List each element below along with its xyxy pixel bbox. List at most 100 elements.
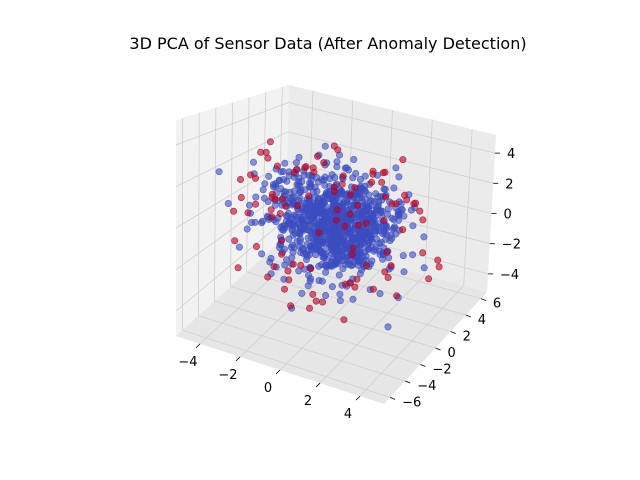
point-anomaly xyxy=(319,298,327,306)
point-anomaly xyxy=(273,162,281,170)
point-anomaly xyxy=(276,210,284,218)
point-normal xyxy=(336,297,344,305)
tick-mark xyxy=(420,364,426,367)
point-anomaly xyxy=(353,275,361,283)
point-normal xyxy=(297,215,305,223)
point-normal xyxy=(321,233,329,241)
point-normal xyxy=(368,197,376,205)
point-normal xyxy=(344,166,352,174)
point-anomaly xyxy=(434,256,442,264)
point-normal xyxy=(282,212,290,220)
point-anomaly xyxy=(309,290,317,298)
point-anomaly xyxy=(280,285,288,293)
point-anomaly xyxy=(346,210,354,218)
chart-title: 3D PCA of Sensor Data (After Anomaly Det… xyxy=(129,34,526,53)
point-anomaly xyxy=(285,276,293,284)
point-normal xyxy=(339,237,347,245)
point-normal xyxy=(224,200,232,208)
point-normal xyxy=(333,163,341,171)
point-normal xyxy=(243,225,251,233)
point-anomaly xyxy=(289,260,297,268)
point-normal xyxy=(409,251,417,259)
point-normal xyxy=(386,237,394,245)
point-normal xyxy=(259,186,267,194)
point-normal xyxy=(288,226,296,234)
tick-mark xyxy=(195,343,201,349)
point-normal xyxy=(322,291,330,299)
point-normal xyxy=(349,261,357,269)
point-normal xyxy=(368,257,376,265)
y-tick-label: 6 xyxy=(493,297,501,312)
point-normal xyxy=(398,206,406,214)
tick-mark xyxy=(480,298,487,301)
point-normal xyxy=(392,164,400,172)
point-anomaly xyxy=(252,174,260,182)
point-anomaly xyxy=(419,249,427,257)
point-normal xyxy=(390,184,398,192)
point-normal xyxy=(395,173,403,181)
grid-line xyxy=(246,271,451,332)
point-normal xyxy=(290,187,298,195)
point-normal xyxy=(313,187,321,195)
point-anomaly xyxy=(369,167,377,175)
point-normal xyxy=(328,247,336,255)
point-normal xyxy=(336,255,344,263)
point-normal xyxy=(376,290,384,298)
z-tick-label: −4 xyxy=(500,268,519,283)
point-normal xyxy=(379,230,387,238)
point-anomaly xyxy=(320,159,328,167)
point-anomaly xyxy=(381,268,389,276)
point-anomaly xyxy=(268,190,276,198)
point-anomaly xyxy=(346,191,354,199)
point-anomaly xyxy=(301,164,309,172)
point-normal xyxy=(307,211,315,219)
point-anomaly xyxy=(284,267,292,275)
point-anomaly xyxy=(237,176,245,184)
point-normal xyxy=(399,252,407,260)
point-anomaly xyxy=(384,273,392,281)
point-anomaly xyxy=(380,217,388,225)
tick-mark xyxy=(405,380,411,384)
point-anomaly xyxy=(309,164,317,172)
tick-mark xyxy=(355,395,361,401)
tick-mark xyxy=(450,331,456,334)
point-anomaly xyxy=(257,148,265,156)
point-anomaly xyxy=(264,273,272,281)
tick-mark xyxy=(389,397,396,400)
point-normal xyxy=(260,194,268,202)
point-anomaly xyxy=(278,237,286,245)
point-anomaly xyxy=(287,302,295,310)
point-anomaly xyxy=(399,226,407,234)
point-normal xyxy=(394,210,402,218)
point-normal xyxy=(363,211,371,219)
tick-mark xyxy=(435,347,441,351)
grid-line xyxy=(175,102,289,146)
tick-mark xyxy=(465,314,471,318)
point-normal xyxy=(350,156,358,164)
point-normal xyxy=(420,264,428,272)
point-anomaly xyxy=(362,219,370,227)
point-anomaly xyxy=(351,184,359,192)
point-anomaly xyxy=(388,200,396,208)
point-normal xyxy=(288,241,296,249)
point-normal xyxy=(349,295,357,303)
point-normal xyxy=(297,186,305,194)
point-normal xyxy=(371,213,379,221)
point-normal xyxy=(372,205,380,213)
point-normal xyxy=(355,251,363,259)
z-tick-label: 2 xyxy=(505,177,513,192)
point-normal xyxy=(246,201,254,209)
point-anomaly xyxy=(381,193,389,201)
point-normal xyxy=(290,211,298,219)
point-normal xyxy=(315,276,323,284)
point-anomaly xyxy=(387,262,395,270)
point-anomaly xyxy=(268,213,276,221)
point-normal xyxy=(275,177,283,185)
point-anomaly xyxy=(410,200,418,208)
point-anomaly xyxy=(234,264,242,272)
x-tick-label: −4 xyxy=(178,355,197,370)
point-anomaly xyxy=(315,229,323,237)
point-normal xyxy=(381,185,389,193)
